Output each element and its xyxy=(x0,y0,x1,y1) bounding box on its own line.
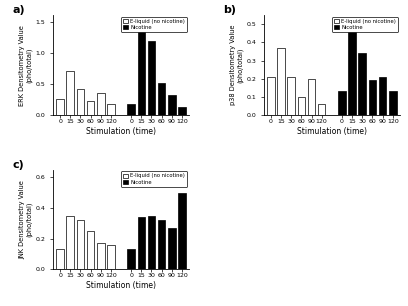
Text: b): b) xyxy=(223,5,236,15)
Bar xyxy=(348,30,356,115)
X-axis label: Stimulation (time): Stimulation (time) xyxy=(86,127,156,136)
Bar xyxy=(87,101,94,115)
Bar xyxy=(267,77,275,115)
Y-axis label: p38 Densitometry Value
(pho/total): p38 Densitometry Value (pho/total) xyxy=(230,25,244,105)
Bar xyxy=(127,249,135,269)
Text: c): c) xyxy=(12,160,24,170)
Bar xyxy=(338,91,346,115)
Y-axis label: JNK Densitometry Value
(pho/total): JNK Densitometry Value (pho/total) xyxy=(19,180,33,259)
Bar xyxy=(148,41,155,115)
Bar xyxy=(137,217,145,269)
Bar xyxy=(168,228,175,269)
Bar xyxy=(359,53,366,115)
Bar xyxy=(97,93,104,115)
Legend: E-liquid (no nicotine), Nicotine: E-liquid (no nicotine), Nicotine xyxy=(332,17,398,32)
Bar xyxy=(97,243,104,269)
Bar xyxy=(288,77,295,115)
Bar xyxy=(148,216,155,269)
Bar xyxy=(178,107,186,115)
Y-axis label: ERK Densitometry Value
(pho/total): ERK Densitometry Value (pho/total) xyxy=(19,25,33,106)
Bar xyxy=(67,71,74,115)
Bar xyxy=(178,193,186,269)
Bar xyxy=(56,99,64,115)
Bar xyxy=(107,104,115,115)
Bar xyxy=(318,104,326,115)
Bar xyxy=(379,77,386,115)
Bar xyxy=(158,220,165,269)
Bar xyxy=(87,231,94,269)
Bar xyxy=(77,89,84,115)
Bar xyxy=(389,91,397,115)
Bar xyxy=(158,83,165,115)
Text: a): a) xyxy=(12,5,25,15)
X-axis label: Stimulation (time): Stimulation (time) xyxy=(86,281,156,290)
Bar xyxy=(67,216,74,269)
Bar xyxy=(168,95,175,115)
Bar xyxy=(297,97,305,115)
Bar xyxy=(369,80,376,115)
Bar xyxy=(137,29,145,115)
Bar xyxy=(277,48,285,115)
Bar xyxy=(107,245,115,269)
Bar xyxy=(56,249,64,269)
Bar xyxy=(77,220,84,269)
Legend: E-liquid (no nicotine), Nicotine: E-liquid (no nicotine), Nicotine xyxy=(121,17,187,32)
Bar xyxy=(308,79,315,115)
Bar xyxy=(127,104,135,115)
Legend: E-liquid (no nicotine), Nicotine: E-liquid (no nicotine), Nicotine xyxy=(121,171,187,187)
X-axis label: Stimulation (time): Stimulation (time) xyxy=(297,127,367,136)
